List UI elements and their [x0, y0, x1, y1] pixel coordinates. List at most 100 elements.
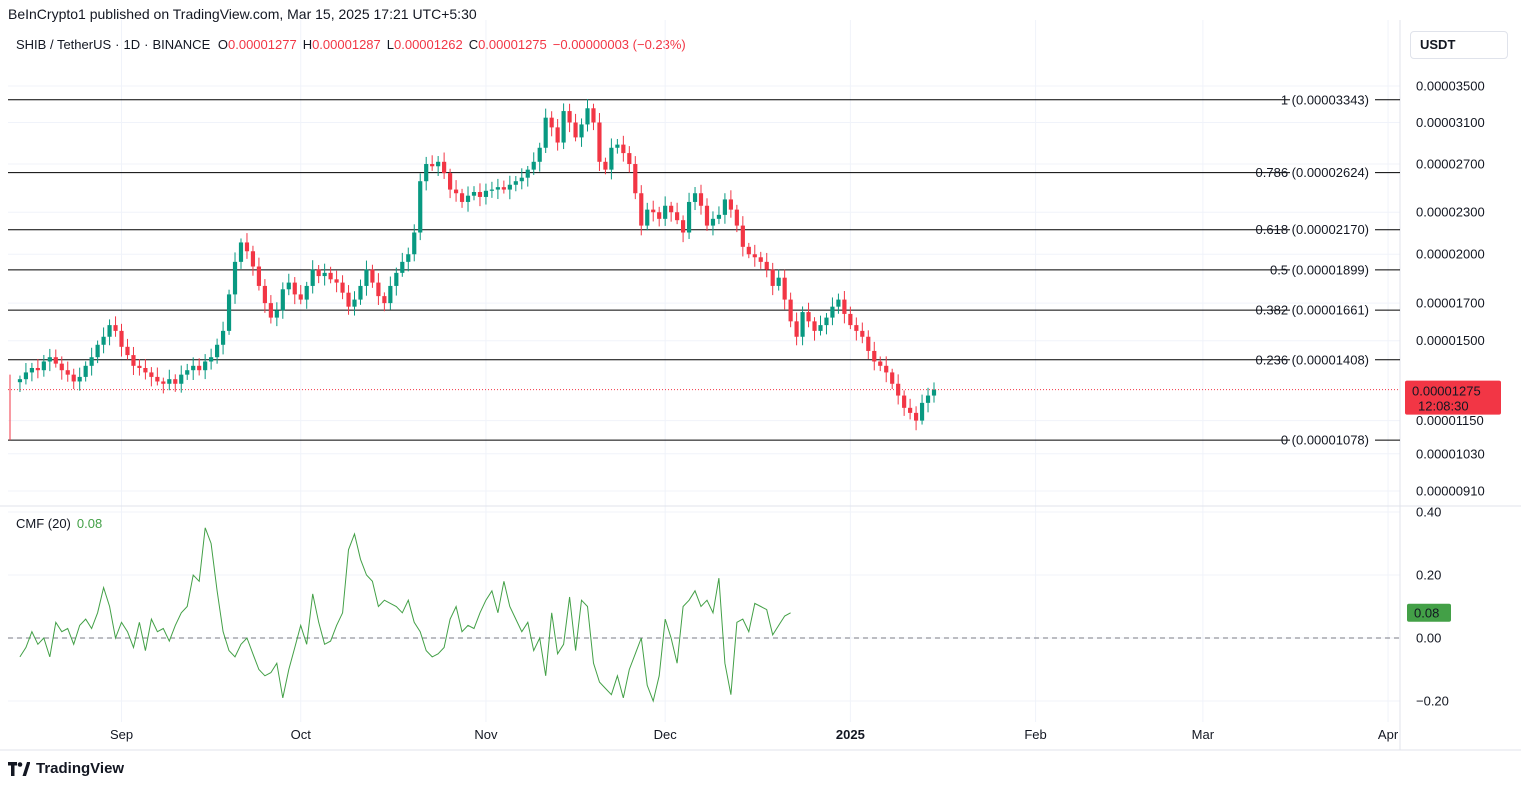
- candle-body[interactable]: [430, 164, 435, 167]
- candle-body[interactable]: [394, 272, 399, 286]
- candle-body[interactable]: [280, 289, 285, 311]
- candle-body[interactable]: [800, 312, 805, 337]
- candle-body[interactable]: [830, 306, 835, 318]
- candle-body[interactable]: [292, 282, 297, 295]
- candle-body[interactable]: [274, 310, 279, 318]
- candle-body[interactable]: [65, 370, 70, 375]
- candle-body[interactable]: [507, 184, 512, 190]
- candle-body[interactable]: [824, 317, 829, 326]
- candle-body[interactable]: [836, 299, 841, 307]
- candle-body[interactable]: [465, 195, 471, 202]
- candle-body[interactable]: [137, 365, 142, 368]
- candle-body[interactable]: [872, 350, 877, 362]
- candle-body[interactable]: [382, 296, 387, 304]
- candle-body[interactable]: [161, 381, 166, 384]
- candle-body[interactable]: [113, 325, 118, 331]
- candle-body[interactable]: [197, 365, 202, 371]
- candle-body[interactable]: [35, 367, 40, 371]
- candle-body[interactable]: [232, 261, 238, 295]
- candle-body[interactable]: [908, 407, 913, 413]
- candle-body[interactable]: [788, 299, 793, 322]
- candle-body[interactable]: [561, 111, 566, 143]
- candle-body[interactable]: [167, 379, 172, 384]
- candle-body[interactable]: [453, 189, 459, 194]
- candle-body[interactable]: [603, 161, 608, 170]
- candle-body[interactable]: [812, 321, 817, 331]
- candle-body[interactable]: [902, 395, 907, 408]
- candle-body[interactable]: [489, 189, 495, 191]
- candle-body[interactable]: [262, 285, 267, 304]
- candle-body[interactable]: [537, 147, 542, 162]
- candle-body[interactable]: [657, 212, 662, 219]
- candle-body[interactable]: [758, 257, 763, 262]
- candle-body[interactable]: [220, 330, 226, 345]
- candle-body[interactable]: [400, 261, 405, 273]
- candle-body[interactable]: [866, 336, 871, 351]
- candle-body[interactable]: [23, 372, 29, 380]
- candle-body[interactable]: [549, 117, 554, 128]
- candle-body[interactable]: [29, 367, 34, 373]
- candle-body[interactable]: [698, 193, 704, 206]
- candle-body[interactable]: [376, 282, 381, 297]
- candle-body[interactable]: [519, 177, 524, 182]
- candle-body[interactable]: [185, 370, 190, 375]
- candle-body[interactable]: [842, 299, 847, 314]
- candle-body[interactable]: [340, 282, 345, 293]
- candle-body[interactable]: [752, 254, 757, 258]
- candle-body[interactable]: [555, 127, 560, 143]
- candle-body[interactable]: [17, 379, 23, 383]
- candle-body[interactable]: [328, 272, 333, 280]
- candle-body[interactable]: [143, 367, 148, 373]
- candle-body[interactable]: [238, 242, 244, 262]
- candle-body[interactable]: [316, 269, 321, 277]
- candle-body[interactable]: [89, 357, 94, 366]
- candle-body[interactable]: [179, 374, 184, 384]
- candle-body[interactable]: [585, 108, 590, 125]
- tradingview-logo[interactable]: TradingView: [8, 760, 124, 777]
- candle-body[interactable]: [525, 169, 530, 178]
- candle-body[interactable]: [878, 361, 883, 366]
- candle-body[interactable]: [794, 321, 799, 337]
- candle-body[interactable]: [155, 376, 160, 382]
- candle-body[interactable]: [352, 299, 357, 307]
- candle-body[interactable]: [436, 161, 441, 167]
- candle-body[interactable]: [615, 144, 620, 148]
- candle-body[interactable]: [107, 325, 112, 337]
- candle-body[interactable]: [651, 209, 656, 213]
- last-price-badge[interactable]: [1405, 380, 1501, 415]
- candle-body[interactable]: [125, 346, 130, 356]
- candle-body[interactable]: [818, 325, 823, 331]
- candle-body[interactable]: [83, 365, 88, 377]
- candle-body[interactable]: [531, 161, 536, 170]
- candle-body[interactable]: [597, 122, 602, 162]
- candle-body[interactable]: [704, 205, 710, 226]
- candle-body[interactable]: [412, 232, 417, 255]
- candle-body[interactable]: [59, 363, 64, 371]
- candle-body[interactable]: [680, 220, 686, 233]
- candle-body[interactable]: [579, 124, 584, 138]
- candle-body[interactable]: [925, 395, 931, 403]
- candle-body[interactable]: [226, 294, 232, 331]
- candle-body[interactable]: [722, 199, 728, 215]
- candle-body[interactable]: [710, 218, 716, 226]
- candle-body[interactable]: [173, 379, 178, 384]
- cmf-line[interactable]: [19, 527, 791, 703]
- candle-body[interactable]: [215, 344, 220, 358]
- candle-body[interactable]: [543, 117, 548, 148]
- candle-body[interactable]: [268, 303, 273, 318]
- candle-body[interactable]: [567, 111, 572, 123]
- candle-body[interactable]: [448, 173, 453, 190]
- candle-body[interactable]: [645, 209, 650, 226]
- candle-body[interactable]: [53, 357, 58, 364]
- candle-body[interactable]: [471, 192, 477, 196]
- candle-body[interactable]: [639, 193, 644, 226]
- candle-body[interactable]: [77, 376, 82, 382]
- candle-body[interactable]: [860, 330, 865, 337]
- candle-body[interactable]: [406, 254, 411, 262]
- candle-body[interactable]: [890, 372, 895, 384]
- candle-body[interactable]: [663, 205, 668, 219]
- candle-body[interactable]: [346, 292, 351, 307]
- candle-body[interactable]: [919, 402, 925, 421]
- candle-body[interactable]: [782, 277, 787, 300]
